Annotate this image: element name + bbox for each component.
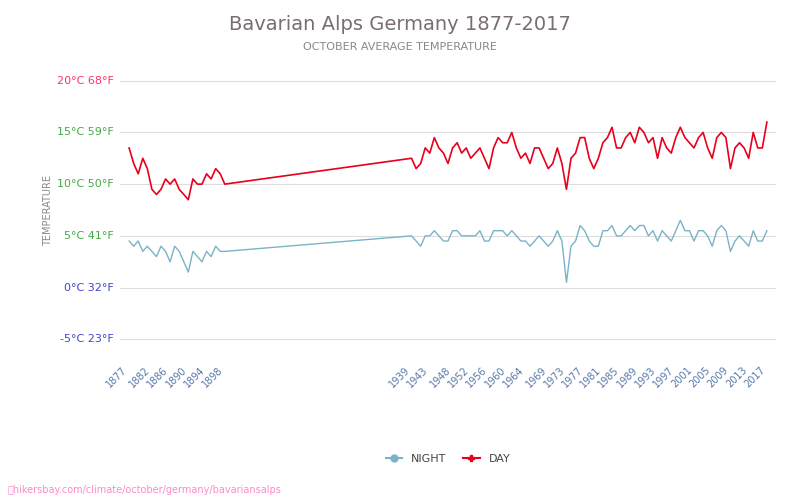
Text: 10°C 50°F: 10°C 50°F — [57, 179, 114, 189]
Text: -5°C 23°F: -5°C 23°F — [60, 334, 114, 344]
Text: Bavarian Alps Germany 1877-2017: Bavarian Alps Germany 1877-2017 — [229, 15, 571, 34]
Text: OCTOBER AVERAGE TEMPERATURE: OCTOBER AVERAGE TEMPERATURE — [303, 42, 497, 52]
Y-axis label: TEMPERATURE: TEMPERATURE — [42, 174, 53, 246]
Text: 0°C 32°F: 0°C 32°F — [64, 282, 114, 292]
Text: ⭕hikersbay.com/climate/october/germany/bavariansalps: ⭕hikersbay.com/climate/october/germany/b… — [8, 485, 282, 495]
Text: 20°C 68°F: 20°C 68°F — [57, 76, 114, 86]
Legend: NIGHT, DAY: NIGHT, DAY — [381, 449, 515, 468]
Text: 5°C 41°F: 5°C 41°F — [64, 231, 114, 241]
Text: 15°C 59°F: 15°C 59°F — [57, 128, 114, 138]
